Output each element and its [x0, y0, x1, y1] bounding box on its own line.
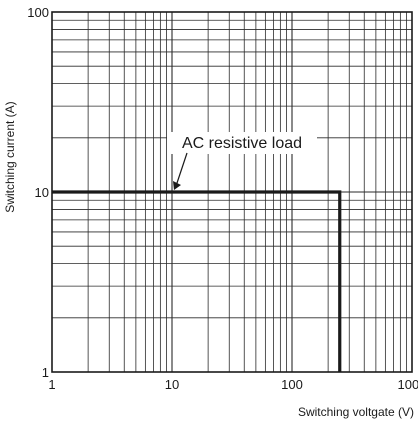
series-line-ac-resistive-load — [52, 190, 342, 372]
x-tick-label: 1000 — [398, 377, 418, 392]
annotation-layer: AC resistive load — [167, 132, 317, 190]
y-tick-label: 1 — [42, 365, 49, 380]
y-axis-label: Switching current (A) — [3, 101, 17, 212]
annotation-arrowhead — [173, 181, 181, 190]
y-tick-labels: 1 10 100 — [27, 5, 49, 380]
y-tick-label: 100 — [27, 5, 49, 20]
x-tick-label: 1 — [48, 377, 55, 392]
annotation-background — [167, 132, 317, 154]
x-tick-label: 10 — [165, 377, 179, 392]
annotation-label: AC resistive load — [182, 135, 302, 152]
annotation-leader-line — [175, 152, 188, 187]
x-tick-label: 100 — [281, 377, 303, 392]
y-tick-label: 10 — [35, 185, 49, 200]
x-tick-labels: 1 10 100 1000 — [48, 377, 418, 392]
series-layer — [52, 190, 342, 372]
x-axis-label: Switching voltgate (V) — [298, 405, 414, 419]
